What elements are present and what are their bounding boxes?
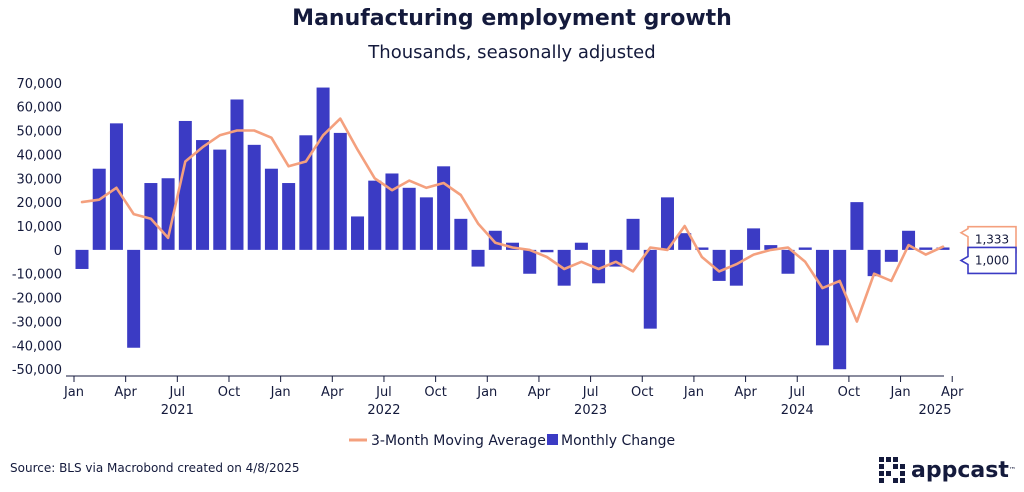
- year-label: 2025: [918, 403, 951, 418]
- x-tick-label: Jan: [63, 385, 84, 400]
- bar: [712, 249, 726, 281]
- bar: [678, 233, 692, 250]
- x-tick-label: Apr: [528, 385, 551, 400]
- bar: [316, 87, 330, 250]
- bar: [127, 249, 141, 348]
- chart-subtitle: Thousands, seasonally adjusted: [368, 42, 656, 63]
- value-callout-label: 1,333: [975, 233, 1009, 247]
- x-tick-label: Apr: [321, 385, 344, 400]
- bar: [196, 140, 210, 250]
- bar: [471, 249, 485, 267]
- bar: [264, 168, 278, 250]
- bar: [437, 166, 451, 250]
- bar: [884, 249, 898, 262]
- value-callout-label: 1,000: [975, 253, 1009, 267]
- y-tick-label: 30,000: [17, 172, 63, 187]
- bar: [695, 247, 709, 250]
- bar: [643, 249, 657, 329]
- y-tick-label: -20,000: [12, 292, 62, 307]
- y-tick-label: -30,000: [12, 315, 62, 330]
- bar: [660, 197, 674, 250]
- bar: [833, 249, 847, 370]
- source-note: Source: BLS via Macrobond created on 4/8…: [10, 461, 300, 475]
- year-label: 2024: [781, 403, 814, 418]
- bar: [488, 230, 502, 250]
- bar: [919, 247, 933, 250]
- bar: [574, 242, 588, 250]
- x-tick-label: Jul: [168, 385, 185, 400]
- x-tick-label: Oct: [631, 385, 653, 400]
- y-tick-label: 70,000: [17, 77, 63, 92]
- x-tick-label: Oct: [218, 385, 240, 400]
- y-tick-label: -10,000: [12, 268, 62, 283]
- bar: [144, 183, 158, 250]
- logo-wordmark: appcast: [911, 457, 1009, 483]
- bar: [798, 247, 812, 250]
- year-label: 2021: [161, 403, 194, 418]
- legend-label-monthly-change: Monthly Change: [561, 433, 675, 449]
- pixel-grid-icon: [879, 457, 905, 483]
- x-tick-label: Jul: [375, 385, 392, 400]
- x-tick-label: Jul: [788, 385, 805, 400]
- bar: [75, 249, 89, 269]
- bar: [161, 178, 175, 250]
- y-tick-label: 10,000: [17, 220, 63, 235]
- bar: [333, 132, 347, 250]
- bar: [902, 230, 916, 250]
- bar: [299, 135, 313, 250]
- bar: [454, 218, 468, 250]
- bar: [385, 173, 399, 250]
- moving-average-line: [80, 117, 945, 323]
- x-tick-label: Apr: [114, 385, 137, 400]
- x-tick-label: Jan: [270, 385, 291, 400]
- bar: [368, 180, 382, 250]
- x-tick-label: Apr: [734, 385, 757, 400]
- y-tick-label: 20,000: [17, 196, 63, 211]
- trademark-mark: ™: [1008, 466, 1016, 474]
- x-tick-label: Jan: [890, 385, 911, 400]
- x-tick-label: Jan: [683, 385, 704, 400]
- bar: [626, 218, 640, 250]
- bar: [729, 249, 743, 286]
- bar: [351, 216, 365, 250]
- bar: [419, 197, 433, 250]
- y-tick-label: 60,000: [17, 101, 63, 116]
- bar: [92, 168, 106, 250]
- x-tick-label: Jul: [582, 385, 599, 400]
- bar: [781, 249, 795, 274]
- y-tick-label: 40,000: [17, 148, 63, 163]
- bar: [282, 183, 296, 250]
- year-label: 2022: [367, 403, 400, 418]
- bar: [230, 99, 244, 250]
- bar: [523, 249, 537, 274]
- legend-bar-swatch: [547, 434, 558, 445]
- bar: [402, 187, 416, 250]
- y-tick-label: -50,000: [12, 363, 62, 378]
- legend-label-moving-average: 3-Month Moving Average: [371, 433, 546, 449]
- bar: [850, 202, 864, 250]
- bar: [747, 228, 761, 250]
- bar: [936, 247, 950, 250]
- x-tick-label: Apr: [941, 385, 964, 400]
- y-tick-label: 0: [54, 244, 62, 259]
- bar: [592, 249, 606, 284]
- chart-title: Manufacturing employment growth: [292, 6, 732, 31]
- bar: [213, 149, 227, 250]
- x-tick-label: Oct: [838, 385, 860, 400]
- bar: [764, 245, 778, 250]
- value-callout-box: [959, 225, 1017, 254]
- x-tick-label: Jan: [476, 385, 497, 400]
- x-tick-label: Oct: [424, 385, 446, 400]
- bar: [815, 249, 829, 346]
- bar: [867, 249, 881, 277]
- bar: [540, 249, 554, 253]
- year-label: 2023: [574, 403, 607, 418]
- y-tick-label: -40,000: [12, 339, 62, 354]
- bar: [178, 120, 192, 250]
- bar: [247, 144, 261, 250]
- appcast-logo: appcast ™: [879, 454, 1019, 486]
- y-tick-label: 50,000: [17, 125, 63, 140]
- value-callout-box: [959, 246, 1017, 275]
